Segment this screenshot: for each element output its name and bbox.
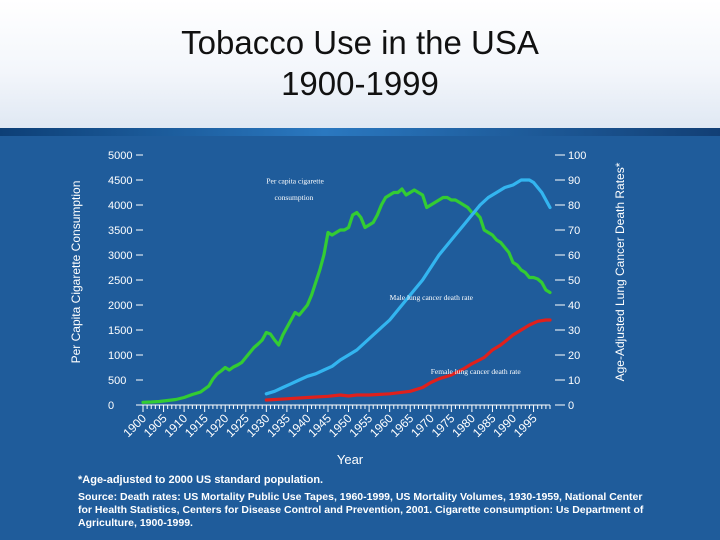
y-right-tick-label: 0 bbox=[568, 400, 574, 412]
y-right-axis-label: Age-Adjusted Lung Cancer Death Rates* bbox=[613, 162, 627, 381]
title-banner bbox=[0, 0, 720, 130]
series-line-female bbox=[264, 318, 552, 402]
y-right-tick-label: 50 bbox=[568, 275, 580, 287]
y-right-tick-label: 70 bbox=[568, 225, 580, 237]
y-left-axis-label: Per Capita Cigarette Consumption bbox=[69, 181, 83, 364]
y-left-tick-label: 0 bbox=[108, 400, 114, 412]
y-left-tick-label: 2000 bbox=[108, 300, 132, 312]
y-right-tick-label: 40 bbox=[568, 300, 580, 312]
annotation-female: Female lung cancer death rate bbox=[431, 367, 522, 376]
series-layer bbox=[141, 178, 552, 404]
annotation-layer: Per capita cigarette consumption Male lung… bbox=[266, 177, 521, 377]
y-left-tick-label: 5000 bbox=[108, 150, 132, 162]
x-axis-label: Year bbox=[337, 452, 364, 467]
y-left-tick-label: 4500 bbox=[108, 175, 132, 187]
source-note: Source: Death rates: US Mortality Public… bbox=[78, 491, 644, 529]
y-right-tick-label: 10 bbox=[568, 375, 580, 387]
annotation-cigarette-2: consumption bbox=[275, 193, 314, 202]
y-right-tick-label: 20 bbox=[568, 350, 580, 362]
y-right-tick-label: 100 bbox=[568, 150, 586, 162]
y-left-tick-label: 3500 bbox=[108, 225, 132, 237]
chart-background bbox=[0, 136, 720, 540]
y-left-tick-label: 4000 bbox=[108, 200, 132, 212]
y-right-tick-label: 90 bbox=[568, 175, 580, 187]
y-left-tick-label: 2500 bbox=[108, 275, 132, 287]
annotation-cigarette-1: Per capita cigarette bbox=[266, 177, 324, 186]
y-right-tick-label: 80 bbox=[568, 200, 580, 212]
footnote: *Age-adjusted to 2000 US standard popula… bbox=[78, 474, 324, 486]
slide-title-line2: 1900-1999 bbox=[281, 65, 439, 102]
y-left-tick-label: 3000 bbox=[108, 250, 132, 262]
y-right-tick-label: 60 bbox=[568, 250, 580, 262]
series-line-male bbox=[264, 178, 552, 396]
annotation-male: Male lung cancer death rate bbox=[390, 293, 474, 302]
series-line-cigarette bbox=[141, 187, 552, 404]
slide-title-line1: Tobacco Use in the USA bbox=[181, 24, 539, 61]
y-right-tick-label: 30 bbox=[568, 325, 580, 337]
y-left-tick-label: 1000 bbox=[108, 350, 132, 362]
divider-band bbox=[0, 128, 720, 136]
y-left-tick-label: 1500 bbox=[108, 325, 132, 337]
y-left-tick-label: 500 bbox=[108, 375, 126, 387]
